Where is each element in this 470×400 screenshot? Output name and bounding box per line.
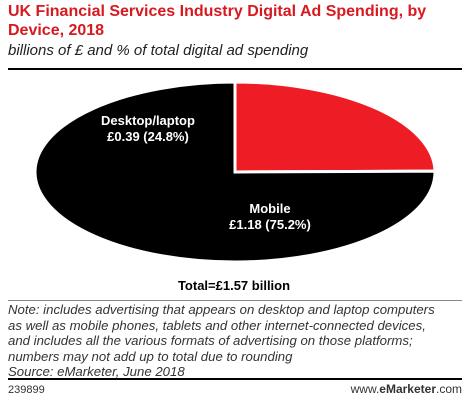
note-line: Note: includes advertising that appears …	[8, 302, 435, 317]
brand-link[interactable]: www.eMarketer.com	[351, 382, 462, 396]
chart-id: 239899	[8, 384, 45, 396]
slice-value-label: £0.39 (24.8%)	[107, 129, 189, 144]
pie-slice-desktop-laptop	[233, 80, 437, 174]
notes-block: Note: includes advertising that appears …	[8, 302, 464, 380]
brand-name: eMarketer	[379, 382, 436, 396]
source-line: Source: eMarketer, June 2018	[8, 364, 185, 379]
pie-slices	[33, 80, 437, 264]
brand-prefix: www.	[350, 382, 380, 396]
pie-slice-mobile	[33, 80, 437, 264]
pie-chart: Desktop/laptop£0.39 (24.8%) Mobile£1.18 (…	[33, 80, 437, 293]
header-rule	[8, 68, 462, 70]
notes-divider	[8, 300, 462, 301]
brand-suffix: .com	[435, 382, 462, 396]
slice-name-label: Desktop/laptop	[101, 113, 195, 128]
chart-subtitle: billions of £ and % of total digital ad …	[8, 42, 309, 59]
chart-title: UK Financial Services Industry Digital A…	[8, 3, 427, 39]
slice-value-label: £1.18 (75.2%)	[229, 217, 311, 232]
slice-name-label: Mobile	[249, 201, 290, 216]
footer-rule	[8, 378, 462, 380]
total-label: Total=£1.57 billion	[178, 278, 290, 293]
note-line: and includes all the various formats of …	[8, 333, 413, 348]
note-line: numbers may not add up to total due to r…	[8, 348, 293, 364]
note-line: as well as mobile phones, tablets and ot…	[8, 317, 426, 333]
pie-labels: Desktop/laptop£0.39 (24.8%) Mobile£1.18 (…	[101, 113, 311, 232]
